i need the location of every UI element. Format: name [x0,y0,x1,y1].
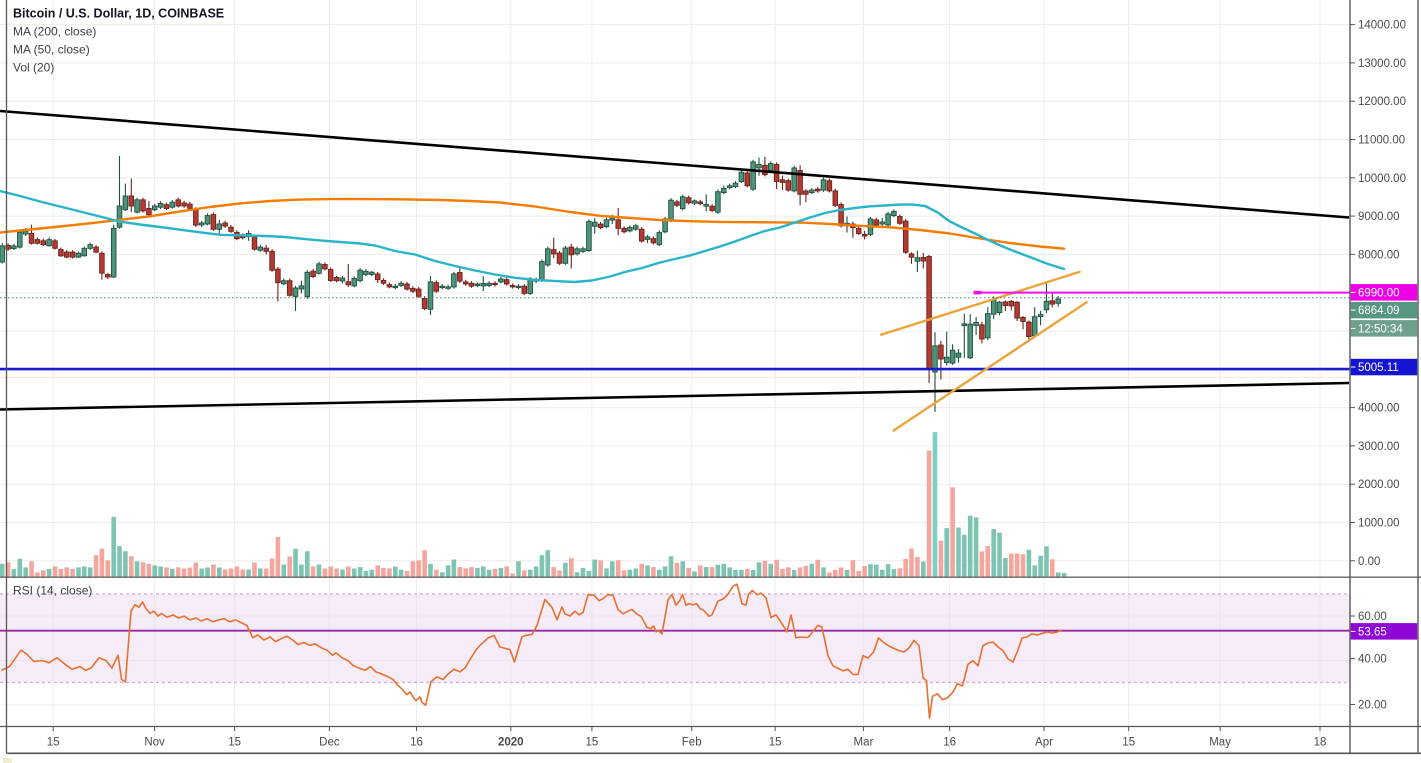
svg-text:11000.00: 11000.00 [1358,135,1405,147]
svg-text:40.00: 40.00 [1358,654,1387,666]
svg-text:5005.11: 5005.11 [1358,362,1399,374]
svg-text:53.65: 53.65 [1358,626,1387,638]
svg-text:Bitcoin / U.S. Dollar, 1D, COI: Bitcoin / U.S. Dollar, 1D, COINBASE [13,7,224,21]
svg-text:15: 15 [586,737,599,749]
svg-text:4000.00: 4000.00 [1358,403,1400,415]
svg-text:Nov: Nov [144,737,165,749]
svg-text:18: 18 [1314,737,1327,749]
svg-text:14000.00: 14000.00 [1358,20,1406,32]
svg-text:16: 16 [943,737,956,749]
svg-text:MA (200, close): MA (200, close) [13,25,96,39]
svg-text:15: 15 [769,737,782,749]
svg-text:10000.00: 10000.00 [1358,173,1406,185]
svg-text:12:50:34: 12:50:34 [1358,323,1403,335]
svg-text:16: 16 [410,737,423,749]
svg-text:9000.00: 9000.00 [1358,211,1400,223]
svg-text:6864.09: 6864.09 [1358,305,1400,317]
svg-text:13000.00: 13000.00 [1358,58,1406,70]
svg-text:15: 15 [47,737,60,749]
svg-text:Mar: Mar [853,737,873,749]
svg-text:3000.00: 3000.00 [1358,441,1400,453]
svg-text:Vol (20): Vol (20) [13,61,54,75]
svg-text:6990.00: 6990.00 [1358,287,1400,299]
svg-text:15: 15 [1122,737,1135,749]
svg-text:Feb: Feb [682,737,702,749]
svg-text:2020: 2020 [498,737,524,749]
svg-text:20.00: 20.00 [1358,700,1387,712]
svg-text:0.00: 0.00 [1358,556,1380,568]
svg-text:RSI (14, close): RSI (14, close) [13,584,92,598]
svg-text:1000.00: 1000.00 [1358,518,1400,530]
svg-text:Apr: Apr [1035,737,1053,749]
svg-text:12000.00: 12000.00 [1358,96,1406,108]
svg-text:60.00: 60.00 [1358,611,1387,623]
svg-text:May: May [1209,737,1231,749]
svg-text:MA (50, close): MA (50, close) [13,43,90,57]
svg-text:Dec: Dec [319,737,340,749]
svg-text:2000.00: 2000.00 [1358,479,1400,491]
svg-text:8000.00: 8000.00 [1358,249,1400,261]
svg-text:15: 15 [228,737,241,749]
